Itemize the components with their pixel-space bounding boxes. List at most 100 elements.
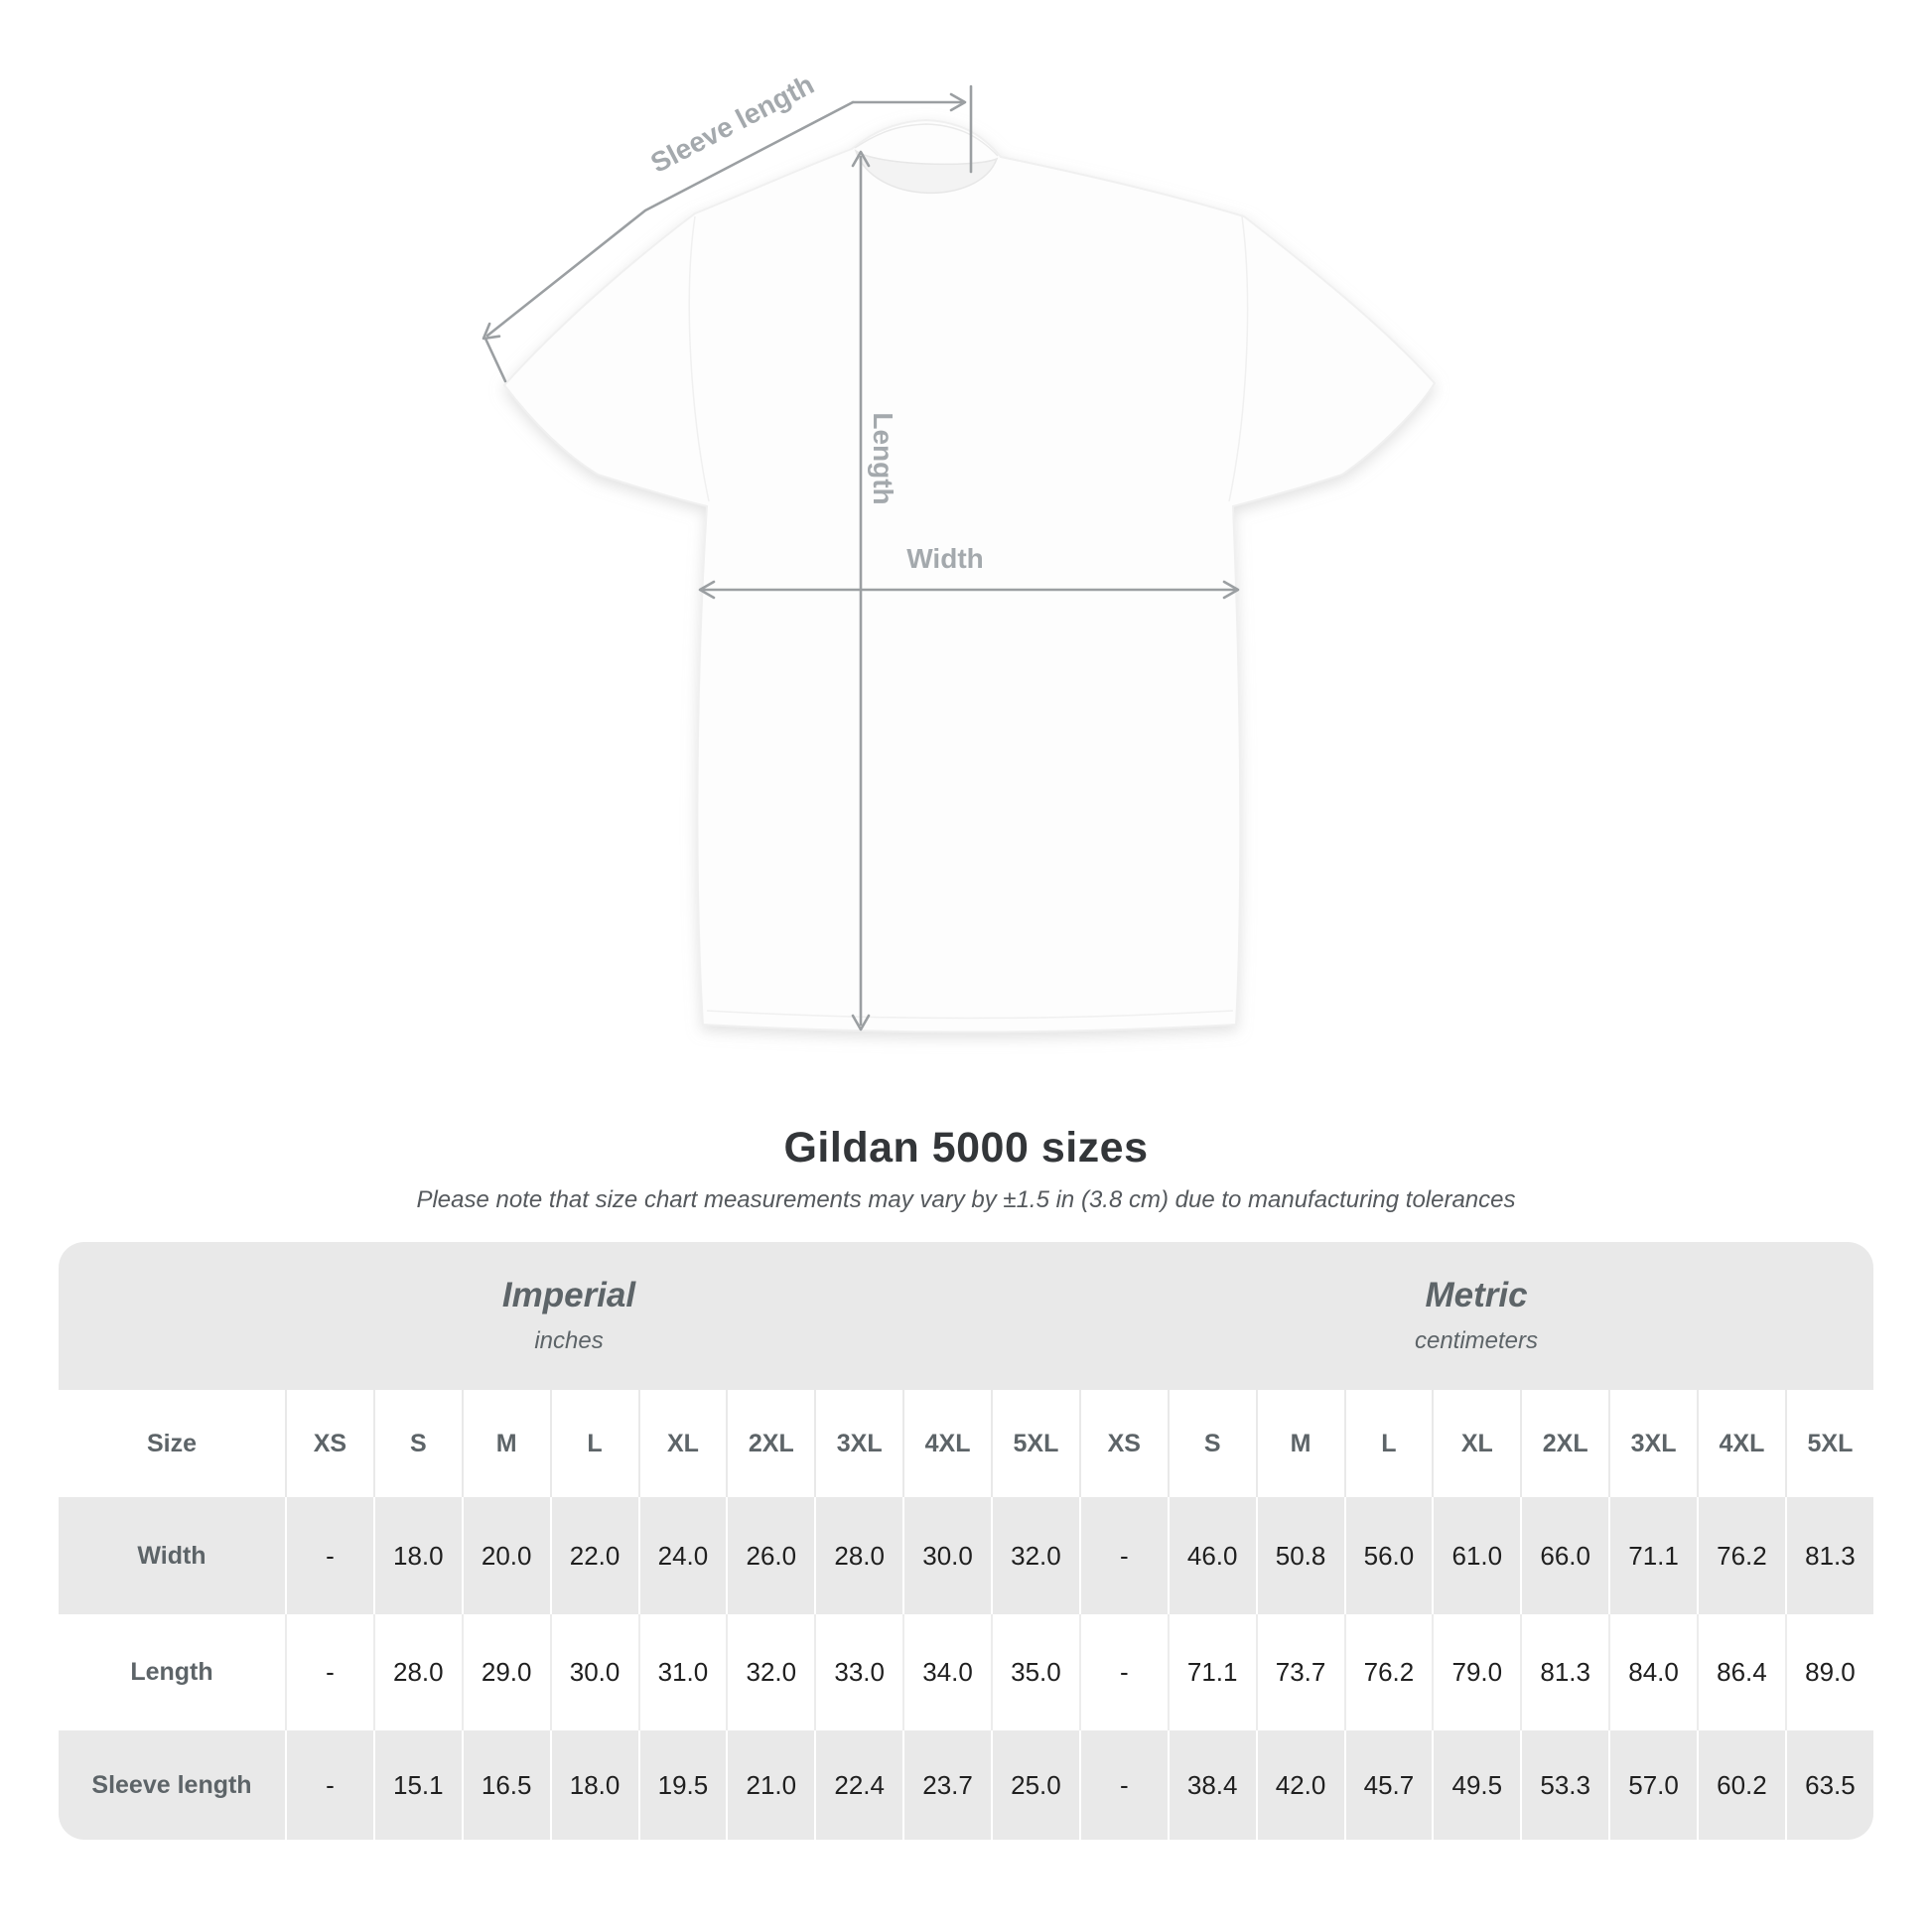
cell: 21.0	[726, 1730, 815, 1840]
size-header-metric: 4XL	[1697, 1390, 1785, 1497]
cell: 79.0	[1432, 1614, 1521, 1730]
cell: 35.0	[991, 1614, 1079, 1730]
size-header-imperial: 2XL	[726, 1390, 815, 1497]
size-header-imperial: S	[372, 1390, 462, 1497]
table-row-length: Length - 28.0 29.0 30.0 31.0 32.0 33.0 3…	[59, 1614, 1873, 1730]
cell: 28.0	[814, 1497, 903, 1614]
cell: -	[1078, 1497, 1168, 1614]
cell: 33.0	[814, 1614, 903, 1730]
cell: 81.3	[1520, 1614, 1609, 1730]
right-sleeve-seam	[1228, 215, 1249, 502]
size-header-metric: S	[1167, 1390, 1256, 1497]
cell: 81.3	[1784, 1497, 1873, 1614]
cell: 66.0	[1520, 1497, 1609, 1614]
cell: 15.1	[372, 1730, 462, 1840]
cell: 34.0	[902, 1614, 991, 1730]
left-sleeve-seam	[688, 215, 710, 502]
cell: 23.7	[902, 1730, 991, 1840]
size-header-metric: 3XL	[1608, 1390, 1697, 1497]
cell: 18.0	[372, 1497, 462, 1614]
cell: -	[1078, 1730, 1168, 1840]
cell: 24.0	[637, 1497, 727, 1614]
cell: 57.0	[1608, 1730, 1697, 1840]
cell: -	[285, 1614, 373, 1730]
width-arrow	[698, 580, 1240, 600]
size-header-metric: XL	[1432, 1390, 1521, 1497]
cell: 61.0	[1432, 1497, 1521, 1614]
cell: 22.0	[549, 1497, 638, 1614]
cell: 26.0	[726, 1497, 815, 1614]
cell: 30.0	[549, 1614, 638, 1730]
cell: 71.1	[1608, 1497, 1697, 1614]
page-title: Gildan 5000 sizes	[783, 1124, 1149, 1172]
cell: 32.0	[726, 1614, 815, 1730]
size-header-metric: 2XL	[1520, 1390, 1609, 1497]
cell: 45.7	[1343, 1730, 1433, 1840]
cell: -	[285, 1497, 373, 1614]
unit-group-header: Imperial inches Metric centimeters	[59, 1242, 1873, 1390]
cell: 38.4	[1167, 1730, 1256, 1840]
cell: 32.0	[991, 1497, 1079, 1614]
cell: 25.0	[991, 1730, 1079, 1840]
size-header-imperial: M	[461, 1390, 550, 1497]
row-label: Sleeve length	[59, 1730, 285, 1840]
table-row-width: Width - 18.0 20.0 22.0 24.0 26.0 28.0 30…	[59, 1497, 1873, 1614]
size-header-metric: L	[1343, 1390, 1433, 1497]
size-column-header: Size	[59, 1390, 285, 1497]
cell: 56.0	[1343, 1497, 1433, 1614]
cell: 16.5	[461, 1730, 550, 1840]
imperial-group-label: Imperial	[501, 1276, 636, 1314]
width-label: Width	[906, 543, 984, 574]
imperial-group-header: Imperial inches	[59, 1242, 1079, 1390]
size-header-metric: M	[1255, 1390, 1344, 1497]
tshirt-illustration	[502, 118, 1437, 1034]
metric-group-unit: centimeters	[1414, 1327, 1539, 1354]
cell: 71.1	[1167, 1614, 1256, 1730]
size-header-row: Size XS S M L XL 2XL 3XL 4XL 5XL XS S M …	[59, 1390, 1873, 1497]
cell: 84.0	[1608, 1614, 1697, 1730]
cell: -	[285, 1730, 373, 1840]
cell: 49.5	[1432, 1730, 1521, 1840]
collar-stitch	[854, 123, 999, 157]
length-label: Length	[868, 412, 898, 504]
sleeve-length-label: Sleeve length	[645, 69, 818, 179]
collar-opening	[854, 149, 999, 195]
size-header-imperial: 5XL	[991, 1390, 1079, 1497]
cell: 86.4	[1697, 1614, 1785, 1730]
size-header-metric: 5XL	[1784, 1390, 1873, 1497]
size-table: Imperial inches Metric centimeters Size …	[59, 1242, 1873, 1840]
hem-stitch	[706, 1010, 1234, 1020]
cell: 46.0	[1167, 1497, 1256, 1614]
metric-group-label: Metric	[1425, 1276, 1528, 1314]
cell: 29.0	[461, 1614, 550, 1730]
cell: 60.2	[1697, 1730, 1785, 1840]
cell: 31.0	[637, 1614, 727, 1730]
size-header-imperial: L	[549, 1390, 638, 1497]
cell: 22.4	[814, 1730, 903, 1840]
cell: 30.0	[902, 1497, 991, 1614]
cell: 28.0	[372, 1614, 462, 1730]
row-label: Width	[59, 1497, 285, 1614]
size-header-metric: XS	[1078, 1390, 1168, 1497]
imperial-group-unit: inches	[534, 1327, 604, 1354]
cell: 73.7	[1255, 1614, 1344, 1730]
size-header-imperial: XL	[637, 1390, 727, 1497]
tshirt-measurement-diagram: Sleeve length Length Width	[482, 69, 1437, 1034]
measurements-table: Size XS S M L XL 2XL 3XL 4XL 5XL XS S M …	[59, 1390, 1873, 1840]
cell: 76.2	[1697, 1497, 1785, 1614]
cell: -	[1078, 1614, 1168, 1730]
cell: 20.0	[461, 1497, 550, 1614]
table-row-sleeve-length: Sleeve length - 15.1 16.5 18.0 19.5 21.0…	[59, 1730, 1873, 1840]
size-header-imperial: 4XL	[902, 1390, 991, 1497]
metric-group-header: Metric centimeters	[1079, 1242, 1873, 1390]
sleeve-length-arrow	[482, 84, 973, 383]
cell: 53.3	[1520, 1730, 1609, 1840]
cell: 18.0	[549, 1730, 638, 1840]
row-label: Length	[59, 1614, 285, 1730]
tolerance-note: Please note that size chart measurements…	[416, 1186, 1516, 1213]
cell: 19.5	[637, 1730, 727, 1840]
cell: 50.8	[1255, 1497, 1344, 1614]
cell: 63.5	[1784, 1730, 1873, 1840]
cell: 42.0	[1255, 1730, 1344, 1840]
